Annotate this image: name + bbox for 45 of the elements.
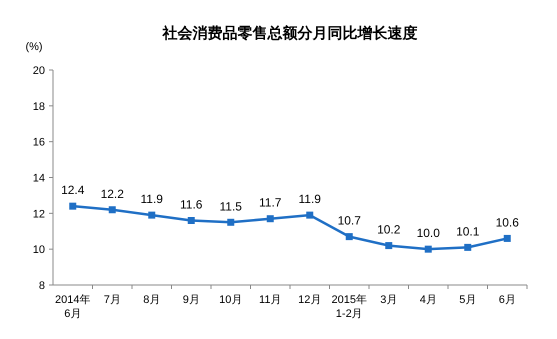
x-tick-label: 9月 (182, 294, 200, 306)
x-tick-label: 5月 (459, 294, 476, 306)
point (266, 215, 274, 222)
x-tick-label: 11月 (259, 294, 282, 306)
point (424, 246, 432, 253)
point (69, 202, 76, 210)
x-tick-label: 12月 (298, 294, 322, 306)
data-label: 10.7 (338, 214, 362, 228)
data-label: 12.4 (61, 183, 85, 198)
point (306, 212, 314, 219)
x-tick-label: 10月 (219, 294, 242, 306)
point (464, 244, 472, 251)
point (504, 234, 511, 242)
y-tick-label: 16 (32, 136, 45, 149)
data-label: 10.6 (496, 215, 520, 230)
data-label: 11.9 (140, 192, 164, 206)
data-label: 11.7 (259, 196, 282, 210)
data-label: 11.9 (298, 192, 322, 206)
y-tick-label: 14 (32, 172, 45, 184)
x-tick-label: 4月 (420, 294, 437, 306)
point (108, 206, 116, 214)
data-label: 10.0 (416, 226, 440, 240)
data-label: 12.2 (100, 186, 124, 201)
point (385, 242, 392, 250)
y-tick-label: 20 (32, 65, 45, 77)
chart-title: 社会消费品零售总额分月同比增长速度 (162, 24, 418, 42)
y-tick-label: 8 (38, 280, 45, 292)
y-axis-title: (%) (25, 41, 43, 53)
data-label: 11.5 (220, 199, 242, 214)
point (346, 233, 353, 240)
data-label: 10.2 (377, 222, 401, 237)
x-tick-label: 2015年 1-2月 (332, 294, 367, 320)
x-tick-label: 3月 (380, 294, 398, 306)
point (227, 218, 234, 226)
x-tick-label: 8月 (143, 294, 160, 306)
point (188, 217, 195, 224)
x-tick-label: 6月 (498, 294, 516, 306)
data-label: 10.1 (456, 224, 480, 238)
y-tick-label: 10 (32, 244, 45, 256)
x-tick-label: 7月 (104, 294, 121, 306)
data-label: 11.6 (180, 198, 203, 212)
x-tick-label: 2014年 6月 (55, 294, 90, 320)
point (148, 212, 156, 219)
y-tick-label: 12 (32, 208, 45, 220)
y-tick-label: 18 (32, 100, 45, 113)
